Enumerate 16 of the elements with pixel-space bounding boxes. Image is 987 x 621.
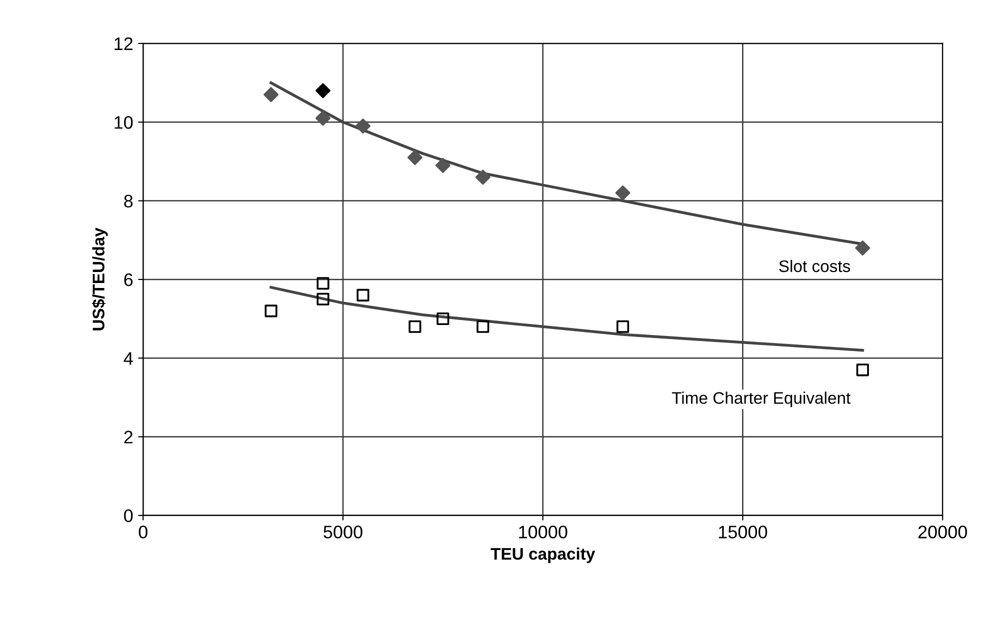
x-tick-label: 5000 bbox=[324, 526, 362, 538]
x-tick-label: 0 bbox=[138, 526, 148, 538]
x-tick-label: 20000 bbox=[918, 526, 967, 538]
y-tick-label: 6 bbox=[124, 273, 133, 286]
y-tick-label: 12 bbox=[114, 37, 132, 50]
y-tick-label: 8 bbox=[124, 194, 133, 208]
y-tick-label: 4 bbox=[124, 352, 133, 365]
y-axis-title: US$/TEU/day bbox=[92, 228, 108, 330]
x-tick-label: 10000 bbox=[519, 526, 568, 538]
y-tick-label: 0 bbox=[124, 509, 133, 522]
series-label: Time Charter Equivalent bbox=[672, 392, 851, 408]
y-tick-label: 2 bbox=[124, 430, 132, 444]
x-axis-title: TEU capacity bbox=[490, 548, 596, 564]
y-tick-label: 10 bbox=[114, 116, 133, 129]
series-label: Slot costs bbox=[779, 260, 850, 272]
x-tick-label: 15000 bbox=[718, 526, 768, 538]
